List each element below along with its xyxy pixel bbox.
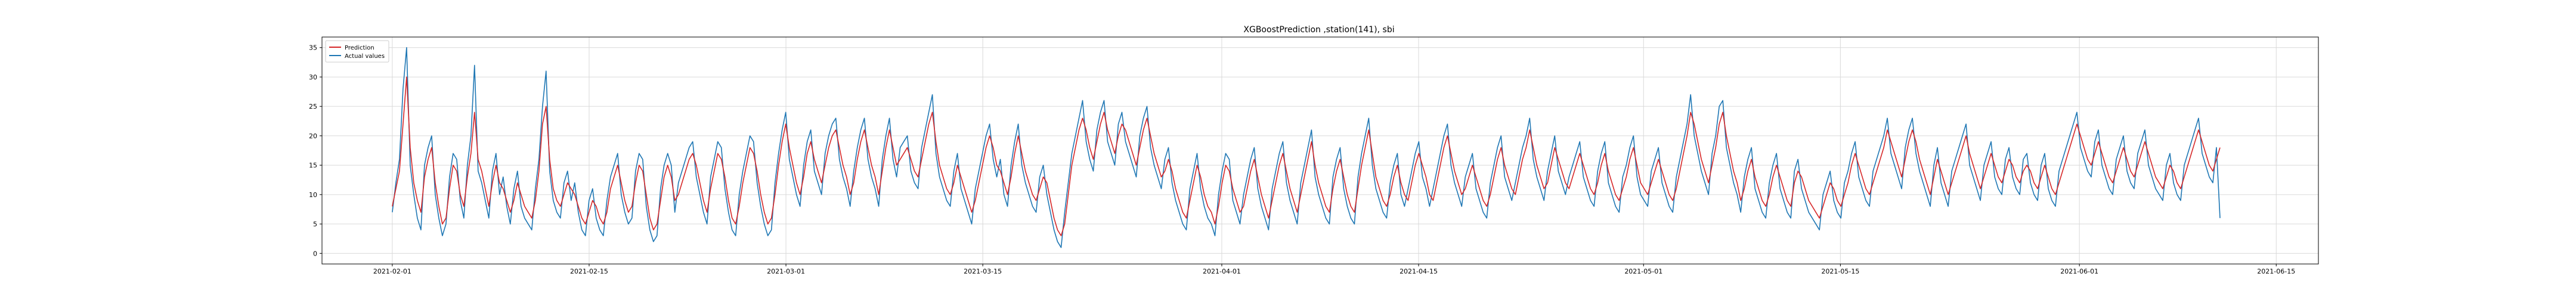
y-tick-label: 20 <box>309 132 317 140</box>
series-line-actual-values <box>392 47 2221 248</box>
x-tick-label: 2021-04-01 <box>1203 268 1241 275</box>
chart-title: XGBoostPrediction ,station(141), sbi <box>1243 25 1394 35</box>
y-tick-label: 30 <box>309 73 317 81</box>
gridlines <box>322 37 2318 264</box>
series-line-prediction <box>392 76 2221 236</box>
y-tick-label: 25 <box>309 103 317 110</box>
y-tick-label: 10 <box>309 191 317 199</box>
plot-area-frame <box>321 36 2319 265</box>
y-tick-label: 0 <box>313 250 317 257</box>
series-lines <box>392 47 2221 248</box>
legend-label-actual-values: Actual values <box>345 53 385 60</box>
legend: Prediction Actual values <box>325 40 389 63</box>
legend-box <box>325 40 389 63</box>
x-tick-label: 2021-06-01 <box>2060 268 2098 275</box>
x-tick-label: 2021-03-15 <box>964 268 1002 275</box>
legend-label-prediction: Prediction <box>345 45 374 51</box>
x-tick-label: 2021-05-01 <box>1624 268 1662 275</box>
x-tick-label: 2021-03-01 <box>767 268 805 275</box>
x-tick-label: 2021-02-01 <box>373 268 411 275</box>
x-tick-label: 2021-02-15 <box>570 268 608 275</box>
y-tick-label: 35 <box>309 44 317 52</box>
x-tick-label: 2021-05-15 <box>1821 268 1859 275</box>
y-tick-label: 5 <box>313 220 317 228</box>
x-tick-label: 2021-04-15 <box>1400 268 1438 275</box>
y-tick-label: 15 <box>309 162 317 170</box>
x-tick-label: 2021-06-15 <box>2257 268 2295 275</box>
axis-ticks: 2021-02-01 2021-02-15 2021-03-01 2021-03-15… <box>309 44 2295 275</box>
